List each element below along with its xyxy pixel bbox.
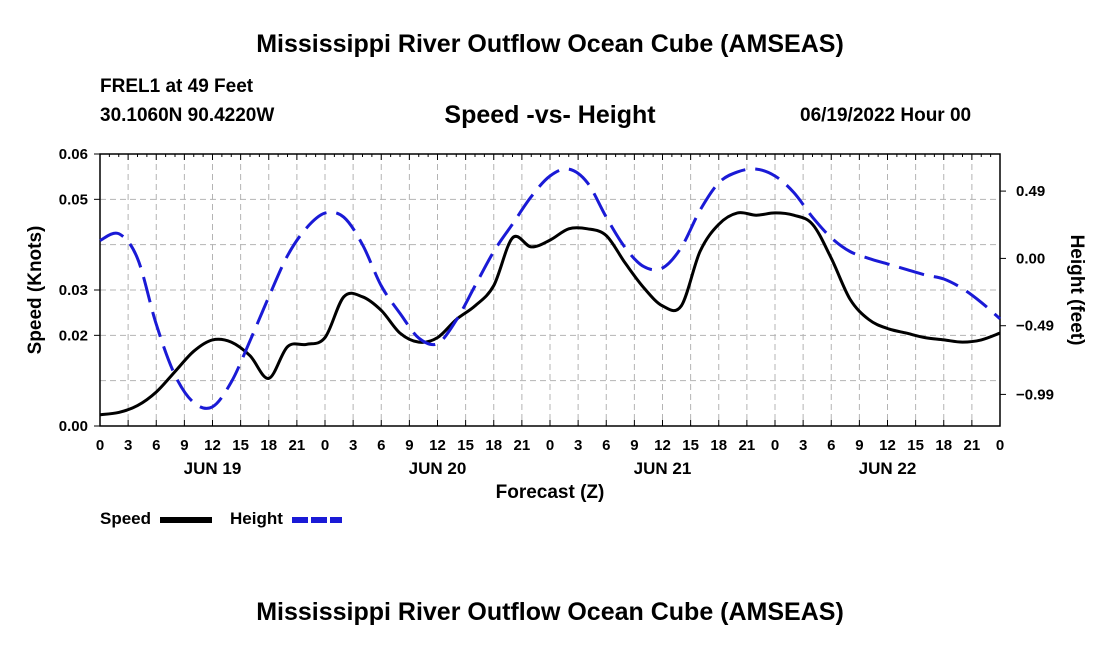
y2-tick-label: −0.49 [1016, 318, 1054, 335]
x-tick-label: 9 [855, 437, 863, 454]
x-tick-label: 12 [429, 437, 446, 454]
x-tick-label: 18 [260, 437, 277, 454]
legend-height-swatch [292, 517, 342, 523]
y-tick-label: 0.00 [59, 418, 88, 435]
y2-tick-label: 0.00 [1016, 250, 1045, 267]
x-date-label: JUN 19 [184, 459, 242, 478]
x-date-label: JUN 20 [409, 459, 467, 478]
x-axis-label: Forecast (Z) [495, 482, 605, 503]
x-tick-label: 0 [321, 437, 329, 454]
series-line-speed [99, 211, 1001, 417]
y-tick-label: 0.03 [59, 282, 88, 299]
x-tick-label: 21 [289, 437, 306, 454]
x-tick-label: 6 [152, 437, 160, 454]
x-tick-label: 15 [682, 437, 699, 454]
x-tick-label: 3 [799, 437, 807, 454]
x-tick-label: 15 [907, 437, 924, 454]
x-tick-label: 21 [739, 437, 756, 454]
x-tick-label: 9 [405, 437, 413, 454]
series-line-height [99, 167, 1001, 410]
station-coordinates: 30.1060N 90.4220W [100, 105, 275, 126]
x-date-label: JUN 21 [634, 459, 692, 478]
x-tick-label: 6 [377, 437, 385, 454]
x-tick-label: 21 [964, 437, 981, 454]
x-tick-label: 0 [771, 437, 779, 454]
x-tick-label: 3 [349, 437, 357, 454]
y2-tick-label: 0.49 [1016, 183, 1045, 200]
x-date-label: JUN 22 [859, 459, 917, 478]
x-tick-label: 15 [232, 437, 249, 454]
x-tick-label: 6 [602, 437, 610, 454]
x-tick-label: 18 [485, 437, 502, 454]
x-tick-label: 0 [996, 437, 1004, 454]
chart-title: Mississippi River Outflow Ocean Cube (AM… [256, 30, 844, 58]
x-tick-label: 9 [180, 437, 188, 454]
x-tick-label: 0 [96, 437, 104, 454]
x-tick-label: 3 [124, 437, 132, 454]
y-axis-label-speed: Speed (Knots) [25, 225, 46, 355]
x-tick-label: 15 [457, 437, 474, 454]
x-tick-label: 21 [514, 437, 531, 454]
y-axis-label-height: Height (feet) [1066, 234, 1087, 346]
footer-title: Mississippi River Outflow Ocean Cube (AM… [256, 598, 844, 626]
legend-speed-swatch [160, 517, 212, 523]
x-tick-label: 12 [654, 437, 671, 454]
chart-subtitle: Speed -vs- Height [444, 101, 656, 129]
x-tick-label: 18 [710, 437, 727, 454]
y-tick-label: 0.05 [59, 191, 88, 208]
x-tick-label: 3 [574, 437, 582, 454]
y-tick-label: 0.06 [59, 146, 88, 163]
x-tick-label: 0 [546, 437, 554, 454]
x-tick-label: 6 [827, 437, 835, 454]
y-tick-label: 0.02 [59, 327, 88, 344]
y2-tick-label: −0.99 [1016, 386, 1054, 403]
x-tick-label: 18 [935, 437, 952, 454]
x-tick-label: 12 [204, 437, 221, 454]
station-label: FREL1 at 49 Feet [100, 76, 254, 97]
x-tick-label: 12 [879, 437, 896, 454]
x-tick-label: 9 [630, 437, 638, 454]
legend-speed-label: Speed [100, 509, 152, 528]
legend-height-label: Height [230, 509, 283, 528]
forecast-datetime: 06/19/2022 Hour 00 [800, 105, 972, 126]
